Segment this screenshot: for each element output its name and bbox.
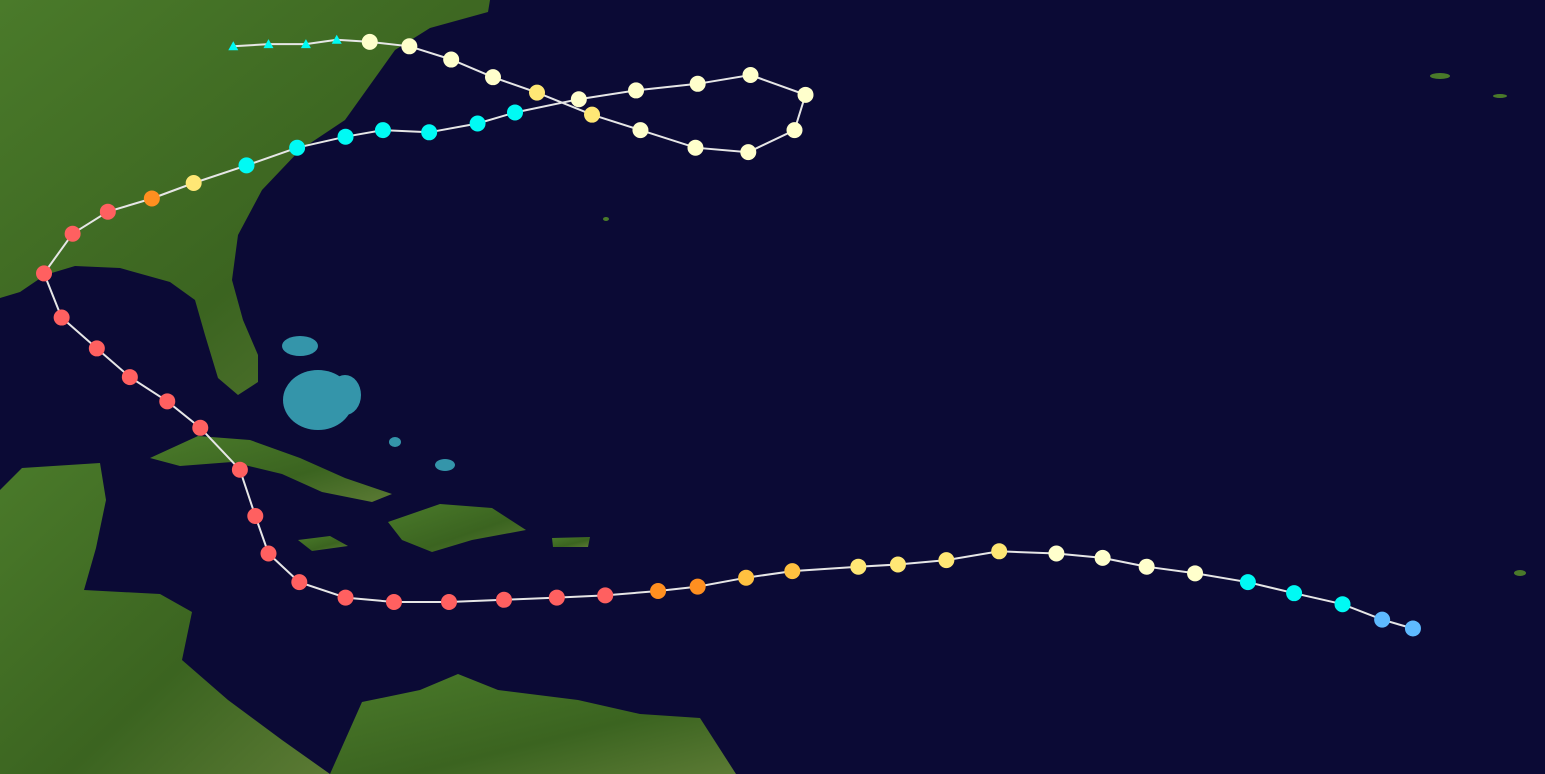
track-point-c1 — [361, 33, 378, 50]
track-point-c5 — [231, 461, 248, 478]
track-point-c2 — [584, 106, 601, 123]
track-point-c5 — [548, 589, 565, 606]
track-point-ts — [374, 122, 391, 139]
track-point-c4 — [650, 582, 667, 599]
shallow-banks — [282, 336, 455, 471]
track-point-c1 — [1094, 549, 1111, 566]
track-point-c1 — [570, 91, 587, 108]
track-point-c1 — [687, 139, 704, 156]
track-point-c5 — [36, 265, 53, 282]
land-hispaniola — [388, 504, 526, 552]
track-point-c1 — [786, 122, 803, 139]
track-point-ts — [1239, 574, 1256, 591]
track-point-extratropical — [263, 39, 274, 49]
track-point-extratropical — [331, 34, 342, 44]
land-central-america — [0, 463, 330, 774]
track-point-c1 — [797, 86, 814, 103]
track-point-ts — [1286, 585, 1303, 602]
track-point-c5 — [159, 393, 176, 410]
track-point-ts — [507, 104, 523, 121]
track-point-c1 — [484, 69, 501, 86]
track-markers — [36, 33, 1421, 637]
track-point-c4 — [143, 190, 160, 207]
track-point-c1 — [401, 38, 418, 55]
track-point-c1 — [443, 51, 460, 68]
track-point-extratropical — [300, 39, 311, 49]
land-south-america — [330, 674, 736, 774]
track-point-c5 — [260, 545, 277, 562]
track-point-c5 — [53, 309, 70, 326]
track-point-c5 — [99, 203, 116, 220]
track-point-c2 — [991, 543, 1008, 560]
track-point-ts — [238, 157, 255, 174]
track-point-ts — [337, 128, 354, 145]
track-point-c5 — [385, 594, 402, 610]
landmasses — [0, 0, 736, 774]
land-north-america — [0, 0, 490, 395]
track-point-c5 — [440, 594, 457, 610]
track-point-ts — [421, 124, 438, 141]
track-point-c1 — [1187, 565, 1204, 582]
track-point-ts — [289, 139, 306, 156]
track-point-c5 — [121, 369, 138, 386]
track-point-c5 — [291, 574, 308, 591]
track-point-td — [1374, 611, 1391, 628]
track-point-c2 — [529, 84, 546, 101]
track-point-c5 — [337, 589, 354, 606]
track-point-c5 — [64, 225, 81, 242]
track-point-c5 — [88, 340, 105, 357]
track-point-extratropical — [228, 41, 239, 51]
land-cuba — [150, 436, 392, 502]
track-point-c5 — [247, 508, 264, 524]
track-point-c5 — [597, 587, 614, 604]
track-point-c1 — [742, 66, 759, 83]
track-point-c1 — [740, 144, 757, 161]
track-point-c1 — [1138, 558, 1155, 575]
track-point-c1 — [628, 82, 645, 99]
track-point-c2 — [850, 558, 867, 575]
land-puerto-rico — [552, 537, 590, 547]
track-point-c3 — [784, 563, 801, 580]
track-point-c2 — [938, 552, 955, 569]
track-point-c5 — [192, 419, 209, 436]
track-point-ts — [1334, 596, 1351, 613]
track-point-c3 — [738, 569, 755, 586]
track-point-ts — [469, 115, 486, 132]
track-point-td — [1404, 620, 1421, 637]
atlantic-islands — [603, 73, 1526, 576]
land-jamaica — [298, 536, 348, 551]
track-point-c2 — [185, 175, 202, 192]
track-point-c4 — [689, 578, 706, 595]
track-point-c1 — [632, 122, 649, 139]
track-point-c1 — [1048, 545, 1065, 562]
track-point-c5 — [495, 591, 512, 608]
track-point-c1 — [689, 75, 706, 92]
track-point-c2 — [889, 556, 906, 573]
